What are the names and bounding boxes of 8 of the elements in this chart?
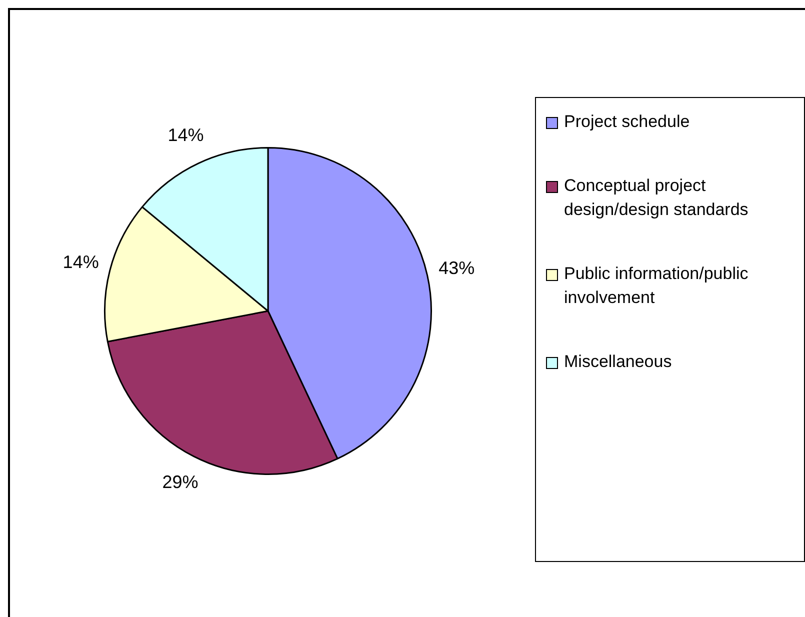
legend-label: Conceptual project design/design standards [564,175,750,221]
data-label: 14% [62,252,99,272]
legend-label: Public information/public involvement [564,263,750,309]
data-label: 43% [438,258,475,278]
data-label: 29% [162,472,198,492]
data-label: 14% [168,125,204,146]
legend-label: Project schedule [564,111,690,133]
legend-label: Miscellaneous [564,351,672,373]
